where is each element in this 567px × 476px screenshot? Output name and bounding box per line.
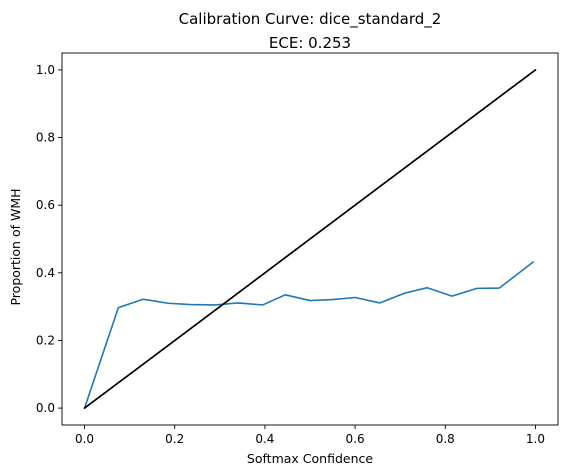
series-line-perfect-calibration bbox=[85, 70, 536, 408]
y-tick-label: 0.8 bbox=[36, 131, 55, 145]
y-tick-label: 0.6 bbox=[36, 198, 55, 212]
x-tick-label: 0.6 bbox=[346, 432, 365, 446]
x-tick-label: 1.0 bbox=[526, 432, 545, 446]
x-tick-label: 0.8 bbox=[436, 432, 455, 446]
series-line-calibration bbox=[85, 262, 534, 408]
y-tick-label: 0.0 bbox=[36, 401, 55, 415]
x-axis-label: Softmax Confidence bbox=[247, 451, 373, 466]
y-tick-label: 0.2 bbox=[36, 333, 55, 347]
x-tick-label: 0.4 bbox=[255, 432, 274, 446]
y-tick-label: 0.4 bbox=[36, 266, 55, 280]
x-tick-label: 0.0 bbox=[75, 432, 94, 446]
y-tick-label: 1.0 bbox=[36, 63, 55, 77]
chart-subtitle: ECE: 0.253 bbox=[269, 34, 351, 52]
x-tick-label: 0.2 bbox=[165, 432, 184, 446]
plot-area: 0.0 0.2 0.4 0.6 0.8 1.0 0.0 0.2 0.4 0.6 0.8 1.0 bbox=[36, 53, 558, 446]
y-axis-label: Proportion of WMH bbox=[8, 188, 23, 305]
chart-title: Calibration Curve: dice_standard_2 bbox=[179, 10, 442, 29]
